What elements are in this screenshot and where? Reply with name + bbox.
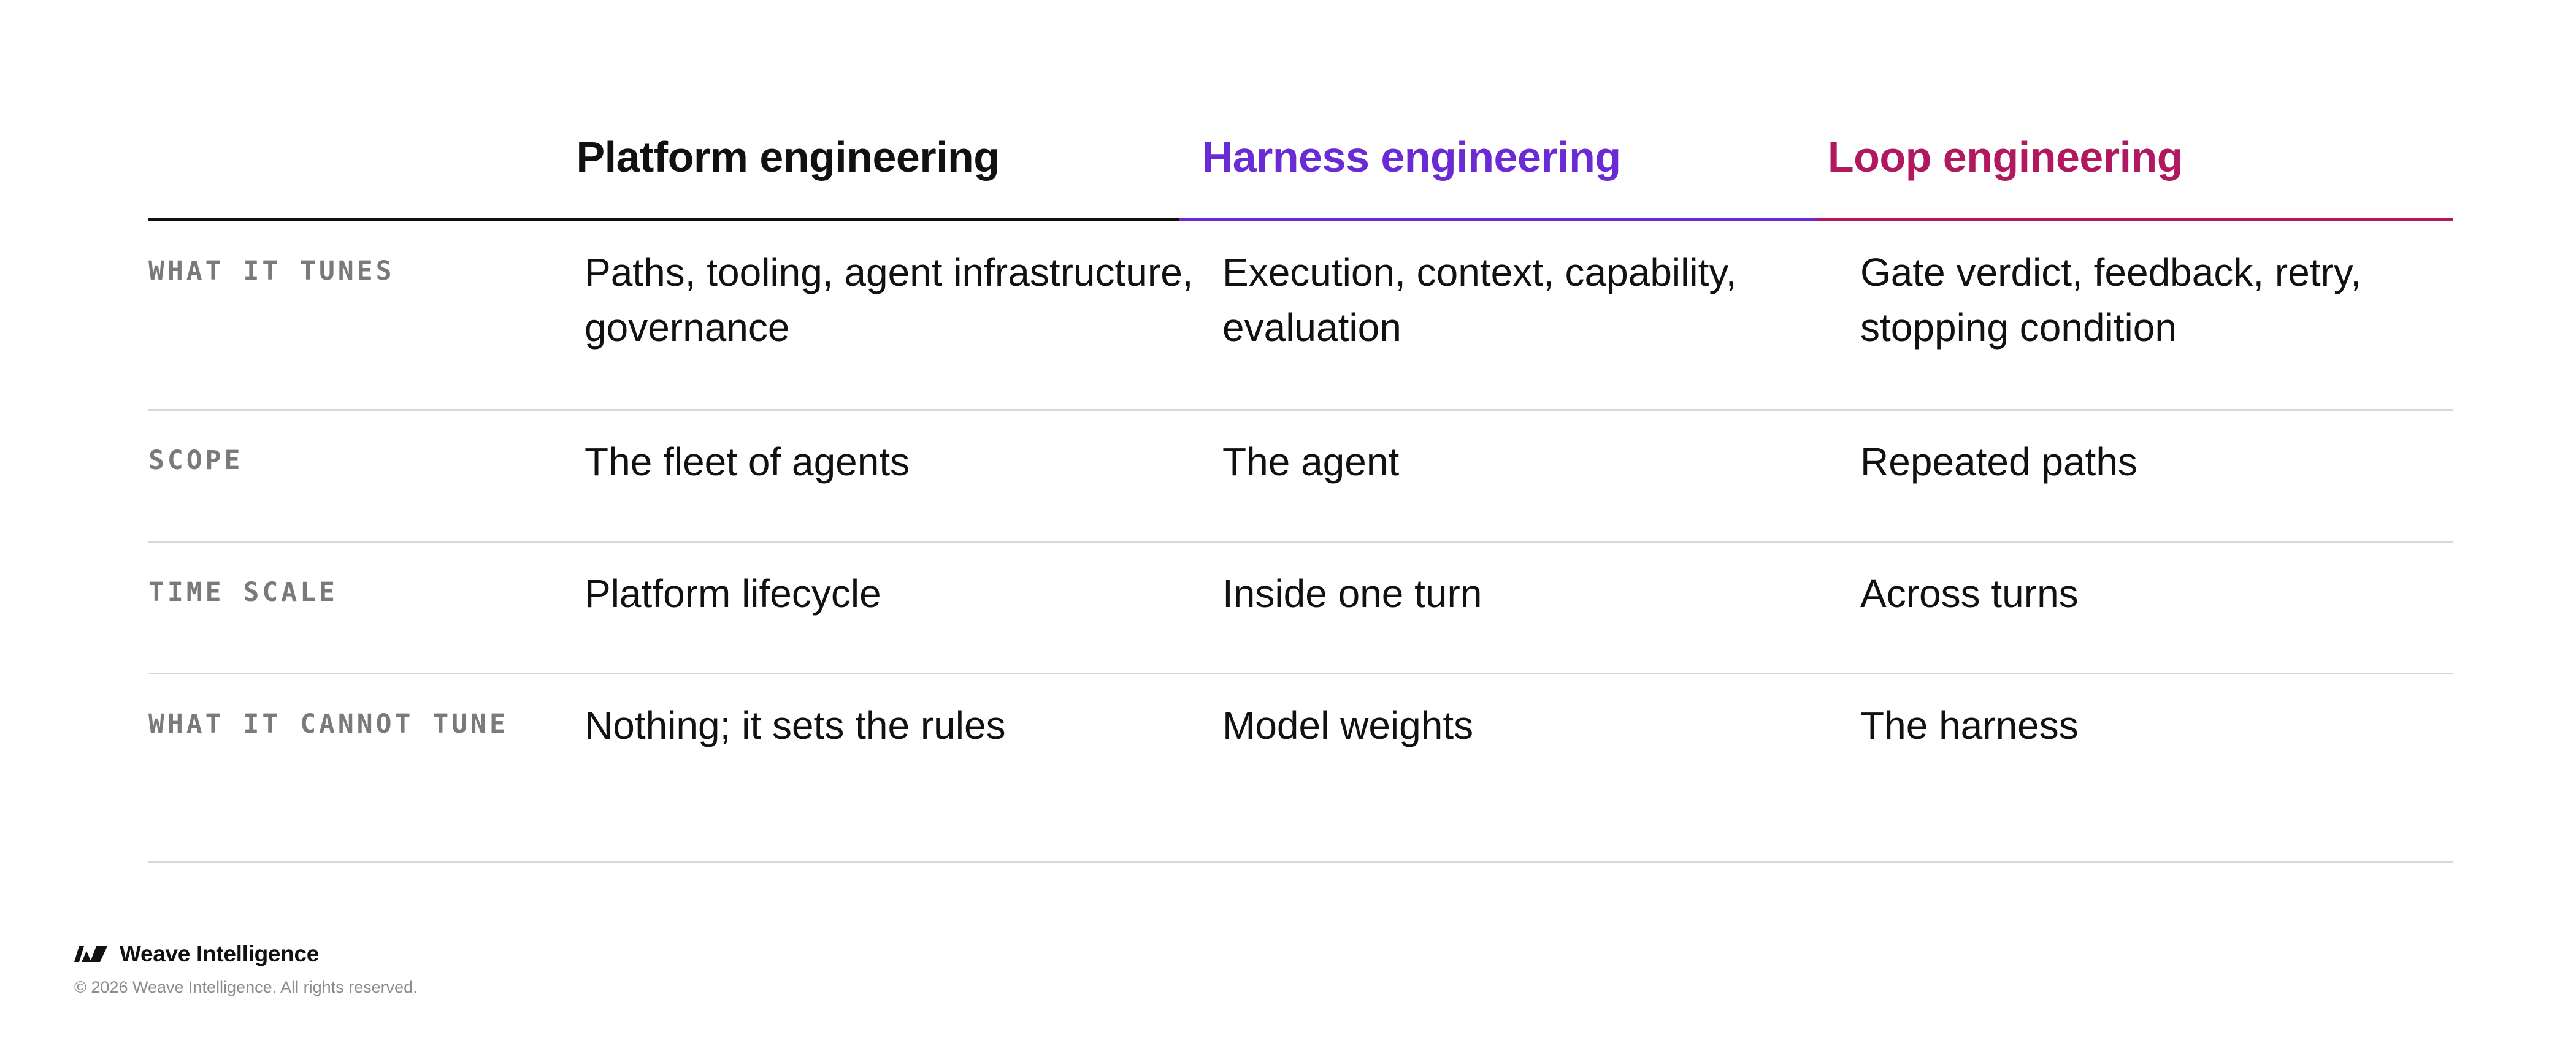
table-row: WHAT IT CANNOT TUNE Nothing; it sets the… [148,674,2453,863]
row-label: SCOPE [148,445,243,476]
table-cell: Execution, context, capability, evaluati… [1222,250,1737,350]
header-rule-loop [1817,218,2453,221]
column-title-platform: Platform engineering [576,133,1000,181]
table-row: SCOPE The fleet of agents The agent Repe… [148,411,2453,543]
table-cell: Nothing; it sets the rules [585,703,1006,747]
table-cell: Paths, tooling, agent infrastructure, go… [585,250,1194,350]
brand-name: Weave Intelligence [120,941,319,966]
table-cell: Inside one turn [1222,571,1482,616]
footer: Weave Intelligence © 2026 Weave Intellig… [74,941,418,997]
table-cell: Gate verdict, feedback, retry, stopping … [1860,250,2361,350]
table-cell: Across turns [1860,571,2079,616]
row-label: WHAT IT TUNES [148,256,395,286]
column-title-loop: Loop engineering [1827,133,2183,181]
table-row: TIME SCALE Platform lifecycle Inside one… [148,543,2453,674]
column-header-platform: Platform engineering [576,123,1202,221]
header-rule-platform [148,218,1179,221]
comparison-table: Platform engineering Harness engineering… [148,123,2453,863]
table-header: Platform engineering Harness engineering… [148,123,2453,221]
row-label: TIME SCALE [148,577,338,608]
column-title-harness: Harness engineering [1202,133,1621,181]
table-row: WHAT IT TUNES Paths, tooling, agent infr… [148,221,2453,411]
brand: Weave Intelligence [74,941,418,967]
column-header-harness: Harness engineering [1202,123,1828,221]
table-cell: Model weights [1222,703,1474,747]
table-cell: Repeated paths [1860,440,2137,484]
table-cell: The fleet of agents [585,440,910,484]
weave-logo-icon [74,946,107,962]
row-label: WHAT IT CANNOT TUNE [148,709,508,739]
column-header-loop: Loop engineering [1828,123,2453,221]
table-cell: Platform lifecycle [585,571,881,616]
table-cell: The harness [1860,703,2079,747]
table-cell: The agent [1222,440,1400,484]
copyright-text: © 2026 Weave Intelligence. All rights re… [74,978,418,996]
header-rule-harness [1179,218,1817,221]
header-spacer [148,123,576,221]
